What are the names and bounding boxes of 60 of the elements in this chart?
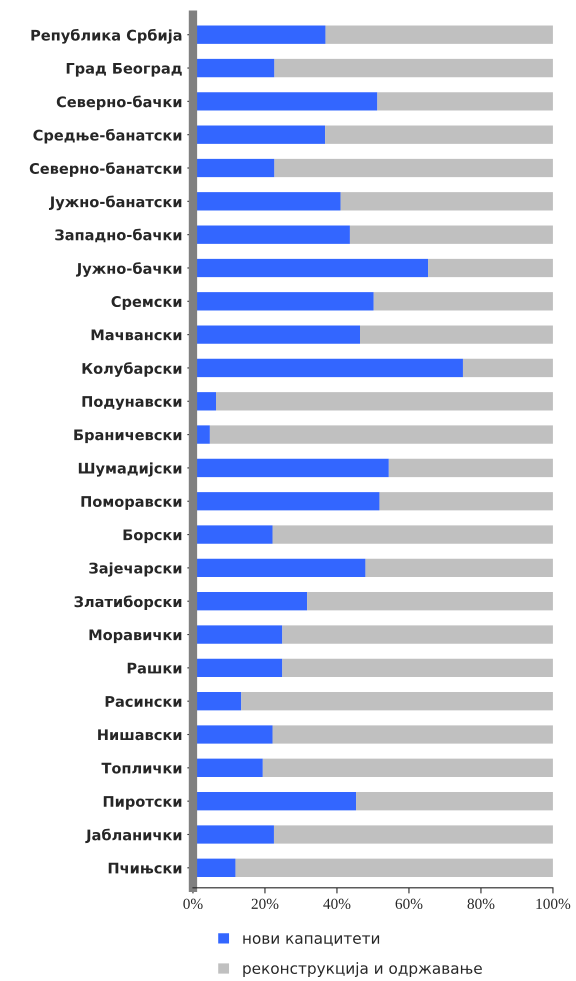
bar (388, 458, 553, 478)
x-tick-label: 20% (252, 898, 278, 910)
y-tick-label: Северно-банатски (30, 162, 182, 177)
bar (356, 792, 553, 810)
bar (241, 692, 553, 710)
bar (274, 58, 553, 78)
bar (360, 325, 553, 344)
y-tick-label: Рашки (128, 662, 182, 674)
y-tick-label: Мачвански (92, 330, 182, 340)
x-tick-label: 40% (323, 898, 350, 910)
y-tick-label: Зајечарски (89, 562, 182, 577)
y-tick-label: Град Београд (66, 62, 182, 77)
y-tick-label: Поморавски (81, 496, 182, 510)
bar (350, 225, 553, 244)
bar (274, 825, 553, 844)
bar (365, 558, 553, 578)
bar (462, 358, 553, 378)
y-tick-label: Јабланички (85, 828, 182, 844)
bar (210, 425, 553, 444)
bar (377, 92, 553, 111)
bar (216, 392, 553, 410)
y-tick-label: Шумадијски (78, 462, 182, 477)
y-tick-label: Нишавски (98, 729, 182, 740)
bar (428, 258, 553, 278)
y-tick-label: Јужно-банатски (48, 196, 182, 210)
y-tick-label: Колубарски (82, 362, 182, 377)
bar (379, 492, 553, 510)
x-tick-label: 100% (536, 898, 570, 910)
bar (325, 126, 553, 144)
y-tick-label: Топлички (102, 762, 182, 774)
x-tick-label: 0% (183, 898, 203, 910)
bar (262, 758, 553, 778)
y-tick-label: Западно-бачки (55, 228, 182, 242)
y-tick-label: Моравички (89, 629, 182, 644)
y-tick-label: Подунавски (82, 396, 182, 410)
y-tick-label: Борски (124, 529, 182, 544)
y-tick-label: Средње-банатски (33, 128, 182, 144)
legend-label: нови капацитети (243, 935, 380, 946)
bar (272, 725, 553, 744)
bar (325, 26, 553, 44)
y-tick-label: Расински (106, 696, 182, 707)
bar (340, 192, 553, 210)
bar (235, 858, 553, 877)
x-tick-label: 80% (468, 898, 494, 910)
y-tick-label: Сремски (112, 296, 182, 310)
y-tick-label: Златиборски (74, 595, 182, 610)
y-tick-label: Северно-бачки (56, 96, 182, 110)
bar (282, 625, 553, 644)
legend-label: реконструкција и одржавање (243, 962, 482, 977)
x-tick-label: 60% (396, 898, 422, 910)
y-tick-label: Браничевски (74, 430, 182, 444)
y-tick-label: Пчињски (108, 862, 182, 874)
bar (374, 292, 553, 310)
bar (282, 658, 553, 678)
y-tick-label: Република Србија (31, 28, 182, 44)
bar (274, 158, 553, 178)
y-tick-label: Јужно-бачки (76, 262, 182, 277)
y-tick-label: Пиротски (104, 796, 182, 810)
bar (272, 525, 553, 544)
bar (307, 592, 553, 610)
